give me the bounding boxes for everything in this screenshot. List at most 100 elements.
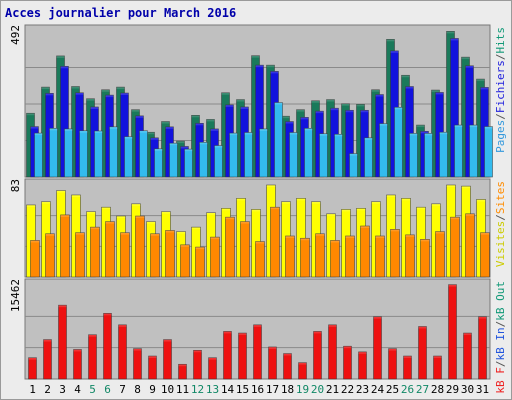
bar-highlight: [60, 214, 70, 217]
bar-highlight: [465, 65, 474, 68]
bar-pages-day-22: [349, 153, 358, 178]
x-tick-label-day-11: 11: [176, 383, 189, 396]
bar-highlight: [236, 198, 246, 201]
bar-sites-day-10: [165, 230, 175, 278]
legend-entry: Sites: [494, 181, 507, 214]
bar-highlight: [150, 137, 159, 140]
bar-highlight: [465, 213, 475, 216]
bar-highlight: [101, 207, 111, 210]
bar-highlight: [26, 113, 35, 116]
bar-highlight: [45, 233, 55, 236]
bar-highlight: [386, 194, 396, 197]
bar-highlight: [334, 134, 343, 137]
x-tick-label-day-12: 12: [191, 383, 204, 396]
bar-pages-day-10: [169, 142, 178, 178]
bar-highlight: [71, 194, 81, 197]
bar-highlight: [105, 95, 114, 98]
bar-highlight: [43, 339, 52, 342]
legend-entry: /: [494, 361, 507, 368]
bar-highlight: [371, 89, 380, 92]
bar-pages-day-21: [334, 134, 343, 178]
bar-kb-f-day-18: [283, 353, 292, 380]
bar-kb-f-day-12: [193, 349, 202, 380]
x-tick-label-day-17: 17: [266, 383, 279, 396]
bar-highlight: [199, 142, 208, 145]
bar-sites-day-7: [120, 232, 130, 278]
x-tick-label-day-18: 18: [281, 383, 294, 396]
bar-sites-day-8: [135, 215, 145, 278]
x-tick-label-day-1: 1: [29, 383, 36, 396]
bar-highlight: [56, 190, 66, 193]
bar-pages-day-3: [64, 128, 73, 178]
bar-highlight: [41, 201, 51, 204]
bar-highlight: [120, 232, 130, 235]
bar-highlight: [476, 79, 485, 82]
bar-highlight: [356, 104, 365, 107]
bar-highlight: [195, 247, 205, 250]
bar-sites-day-18: [285, 235, 295, 278]
x-tick-label-day-13: 13: [206, 383, 219, 396]
bar-highlight: [103, 313, 112, 316]
bar-sites-day-22: [345, 235, 355, 278]
bar-highlight: [296, 109, 305, 112]
bar-highlight: [86, 211, 96, 214]
bar-sites-day-21: [330, 240, 340, 278]
bar-highlight: [79, 130, 88, 133]
bar-highlight: [454, 125, 463, 128]
bar-highlight: [311, 100, 320, 103]
bar-highlight: [56, 55, 65, 58]
bar-highlight: [30, 126, 39, 129]
bar-sites-day-6: [105, 221, 115, 278]
bar-highlight: [88, 334, 97, 337]
bar-highlight: [420, 239, 430, 242]
x-tick-label-day-8: 8: [134, 383, 141, 396]
bar-highlight: [480, 87, 489, 90]
legend-entry: Hits: [494, 27, 507, 54]
bar-pages-day-1: [34, 132, 43, 178]
bar-highlight: [30, 240, 40, 243]
bar-highlight: [409, 133, 418, 136]
bar-highlight: [165, 126, 174, 129]
bar-sites-day-15: [240, 221, 250, 278]
bar-highlight: [154, 148, 163, 151]
bar-highlight: [221, 208, 231, 211]
bar-kb-f-day-11: [178, 363, 187, 380]
bar-pages-day-18: [289, 132, 298, 178]
x-tick-label-day-30: 30: [461, 383, 474, 396]
x-tick-label-day-25: 25: [386, 383, 399, 396]
bar-highlight: [330, 108, 339, 111]
bar-pages-day-31: [484, 126, 493, 178]
bar-highlight: [214, 145, 223, 148]
bar-highlight: [405, 234, 415, 237]
bar-highlight: [358, 351, 367, 354]
bar-highlight: [221, 92, 230, 95]
bar-sites-day-14: [225, 216, 235, 278]
bar-kb-f-day-21: [328, 324, 337, 380]
bar-kb-f-day-28: [433, 355, 442, 380]
bar-highlight: [169, 143, 178, 146]
x-tick-label-day-19: 19: [296, 383, 309, 396]
bar-highlight: [45, 93, 54, 96]
bar-kb-f-day-6: [103, 313, 112, 380]
x-tick-label-day-7: 7: [119, 383, 126, 396]
bar-highlight: [390, 229, 400, 232]
bar-pages-day-25: [394, 107, 403, 178]
bar-highlight: [343, 346, 352, 349]
legend-traffic: Pages/Fichiers/Hits: [494, 27, 507, 153]
bar-highlight: [296, 198, 306, 201]
bar-highlight: [356, 208, 366, 211]
bar-highlight: [146, 221, 156, 224]
bar-highlight: [64, 128, 73, 131]
bar-highlight: [435, 231, 445, 234]
x-tick-label-day-6: 6: [104, 383, 111, 396]
bar-highlight: [388, 348, 397, 351]
bar-kb-f-day-17: [268, 346, 277, 380]
bar-kb-f-day-26: [403, 355, 412, 380]
bar-highlight: [315, 233, 325, 236]
x-tick-label-day-5: 5: [89, 383, 96, 396]
bar-pages-day-17: [274, 102, 283, 178]
bar-highlight: [433, 356, 442, 359]
bar-pages-day-4: [79, 130, 88, 178]
bar-highlight: [193, 350, 202, 353]
